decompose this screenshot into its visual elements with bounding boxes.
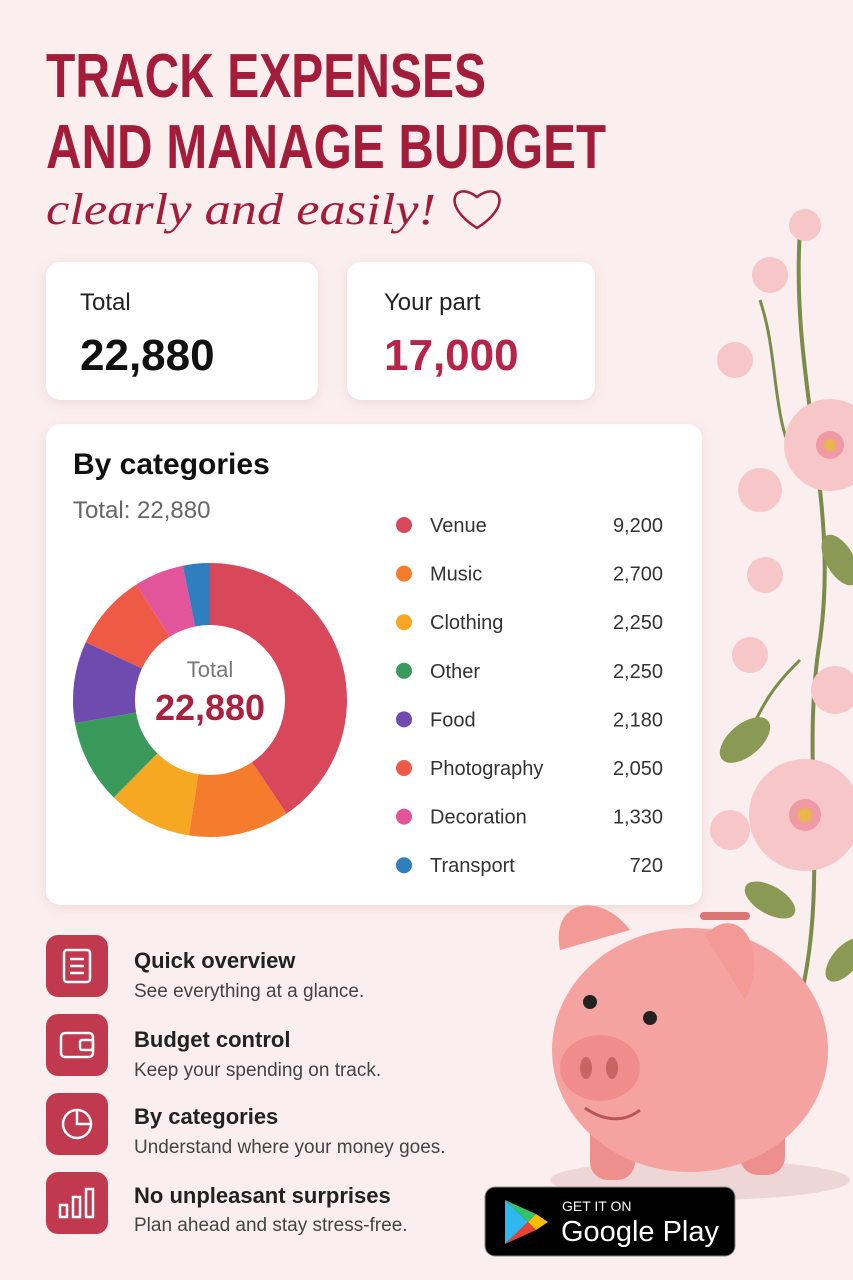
legend-label: Venue — [430, 515, 487, 537]
legend-swatch — [396, 517, 412, 533]
badge-line1: GET IT ON — [562, 1198, 632, 1214]
legend-swatch — [396, 662, 412, 679]
card-value: 22,880 — [80, 331, 215, 380]
donut-segment — [73, 642, 142, 724]
donut-segment — [85, 584, 170, 669]
legend-label: Photography — [430, 758, 543, 780]
badge-line2: Google Play — [561, 1216, 719, 1248]
feature-text: See everything at a glance. — [134, 981, 364, 1002]
legend-value: 9,200 — [613, 515, 663, 537]
feature-text: Keep your spending on track. — [134, 1060, 381, 1081]
flower-branch — [710, 209, 853, 1001]
legend-value: 2,050 — [613, 758, 663, 780]
total-card — [46, 262, 318, 400]
card-value: 17,000 — [384, 331, 519, 380]
feature-text: Understand where your money goes. — [134, 1137, 446, 1158]
legend-swatch — [396, 614, 412, 631]
feature-title: No unpleasant surprises — [134, 1183, 391, 1208]
donut-segment — [74, 712, 158, 798]
legend-swatch — [396, 760, 412, 776]
google-play-badge[interactable]: GET IT ON Google Play — [484, 1186, 736, 1257]
legend-swatch — [396, 565, 412, 582]
center-label: Total — [187, 657, 233, 682]
part-card — [347, 262, 595, 400]
piggy-bank — [550, 905, 850, 1200]
feature-title: By categories — [134, 1104, 278, 1129]
chart-title: By categories — [73, 448, 270, 481]
donut-segment — [113, 753, 199, 836]
feature-text: Plan ahead and stay stress-free. — [134, 1215, 408, 1236]
legend-label: Clothing — [430, 612, 503, 634]
legend-label: Decoration — [430, 807, 527, 829]
legend-label: Food — [430, 709, 476, 731]
donut-segment — [182, 563, 210, 627]
legend-value: 720 — [630, 855, 663, 877]
feature-glyphs — [58, 948, 95, 1219]
donut-segment — [136, 565, 196, 637]
feature-title: Budget control — [134, 1027, 290, 1052]
legend-swatch — [396, 857, 412, 874]
tagline: clearly and easily! — [46, 185, 436, 234]
legend: Venue 9,200 Music 2,700 Clothing 2,250 Other 2,… — [396, 515, 663, 877]
heart-icon — [453, 190, 501, 230]
legend-label: Transport — [430, 855, 515, 877]
legend-value: 2,250 — [613, 612, 663, 634]
donut — [73, 563, 348, 837]
legend-value: 2,700 — [613, 564, 663, 586]
legend-value: 2,180 — [613, 709, 663, 731]
legend-label: Music — [430, 564, 482, 586]
legend-swatch — [396, 711, 412, 728]
card-label: Your part — [384, 289, 481, 316]
headline: AND MANAGE BUDGET — [46, 113, 606, 182]
donut-segment — [188, 762, 287, 837]
chart-subtitle: Total: 22,880 — [73, 497, 210, 524]
legend-value: 1,330 — [613, 807, 663, 829]
feature-title: Quick overview — [134, 948, 296, 973]
legend-swatch — [396, 808, 412, 825]
legend-label: Other — [430, 661, 480, 683]
legend-value: 2,250 — [613, 661, 663, 683]
card-label: Total — [80, 289, 131, 316]
donut-segment — [210, 563, 348, 814]
center-value: 22,880 — [155, 687, 265, 728]
headline: TRACK EXPENSES — [46, 42, 486, 111]
